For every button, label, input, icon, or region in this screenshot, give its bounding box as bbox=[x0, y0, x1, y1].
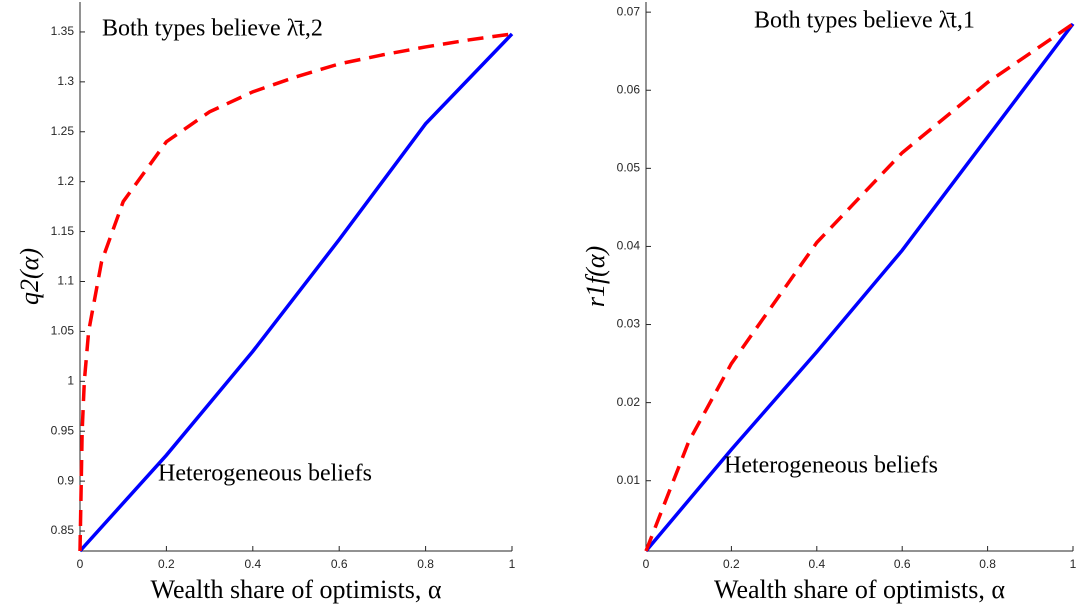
line-series bbox=[78, 32, 513, 552]
y-tick-label: 0.01 bbox=[617, 473, 641, 487]
y-tick-label: 1.05 bbox=[51, 324, 75, 338]
x-tick-label: 0.8 bbox=[979, 557, 996, 571]
x-tick-label: 0.4 bbox=[244, 557, 261, 571]
y-tick-label: 0.06 bbox=[617, 82, 641, 96]
x-tick-label: 0 bbox=[77, 557, 84, 571]
y-tick-label: 0.95 bbox=[51, 423, 75, 437]
x-axis-label: Wealth share of optimists, α bbox=[151, 575, 442, 604]
x-tick-label: 0.4 bbox=[808, 557, 825, 571]
y-tick-label: 0.03 bbox=[617, 317, 641, 331]
annotation: Heterogeneous beliefs bbox=[158, 461, 372, 487]
x-tick-label: 0.6 bbox=[331, 557, 348, 571]
y-tick-label: 1.3 bbox=[57, 74, 74, 88]
y-tick-label: 0.9 bbox=[57, 473, 74, 487]
line-series bbox=[644, 22, 1074, 552]
y-tick-label: 0.05 bbox=[617, 161, 641, 175]
y-tick-label: 1.35 bbox=[51, 24, 75, 38]
y-tick-label: 1 bbox=[67, 373, 74, 387]
y-tick-label: 1.1 bbox=[57, 274, 74, 288]
x-tick-label: 0.2 bbox=[158, 557, 175, 571]
x-tick-label: 1 bbox=[509, 557, 516, 571]
x-tick-label: 0.6 bbox=[894, 557, 911, 571]
y-axis-label: r1f(α) bbox=[581, 246, 610, 307]
x-tick-label: 0 bbox=[643, 557, 650, 571]
y-tick-label: 1.2 bbox=[57, 174, 74, 188]
y-axis-label: q2(α) bbox=[15, 248, 44, 305]
x-tick-label: 1 bbox=[1070, 557, 1077, 571]
x-axis-label: Wealth share of optimists, α bbox=[714, 575, 1005, 604]
x-tick-label: 0.2 bbox=[723, 557, 740, 571]
y-tick-label: 0.02 bbox=[617, 395, 641, 409]
x-tick-label: 0.8 bbox=[417, 557, 434, 571]
y-tick-label: 0.07 bbox=[617, 4, 641, 18]
annotation: Heterogeneous beliefs bbox=[724, 453, 938, 479]
y-tick-label: 0.85 bbox=[51, 523, 75, 537]
y-tick-label: 1.15 bbox=[51, 224, 75, 238]
line-series bbox=[78, 32, 514, 553]
y-tick-label: 0.04 bbox=[617, 239, 641, 253]
annotation: Both types believe λ̄t,1 bbox=[754, 8, 975, 34]
annotation: Both types believe λ̄t,2 bbox=[102, 16, 323, 42]
line-series bbox=[644, 22, 1075, 553]
y-tick-label: 1.25 bbox=[51, 124, 75, 138]
